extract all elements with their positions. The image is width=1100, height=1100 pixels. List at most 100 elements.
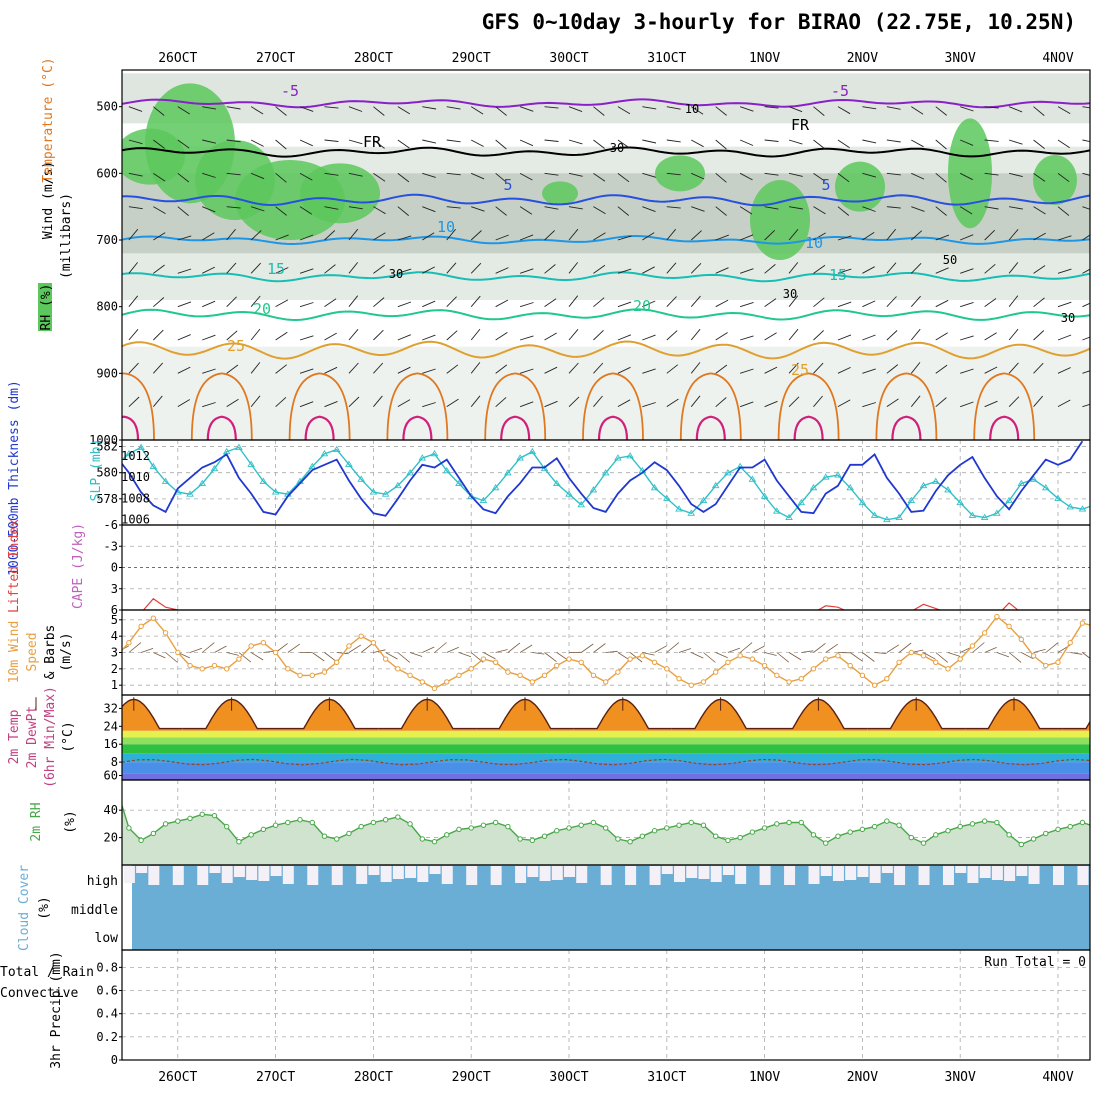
wind-barb-10m bbox=[324, 652, 337, 662]
wind-barb bbox=[544, 230, 556, 241]
wind-barb bbox=[495, 139, 507, 150]
date-label-bottom: 1NOV bbox=[749, 1070, 780, 1085]
wind-barb-10m bbox=[996, 652, 1010, 658]
wind-barb bbox=[984, 139, 999, 142]
wind-barb bbox=[764, 366, 778, 374]
wind-barb bbox=[177, 301, 192, 308]
wind-barb bbox=[519, 234, 534, 241]
wind-barb bbox=[397, 301, 412, 308]
slp-point bbox=[968, 511, 977, 518]
wind-speed-point bbox=[346, 643, 352, 649]
wind-speed-point bbox=[602, 679, 609, 685]
wind-barb bbox=[397, 268, 412, 274]
wind10-axis-label-b: Speed bbox=[25, 632, 40, 671]
slp-point bbox=[552, 479, 561, 487]
date-label-top: 28OCT bbox=[354, 51, 393, 66]
rh2m-point bbox=[138, 837, 144, 844]
tick-label: 2 bbox=[111, 662, 118, 676]
slp-point bbox=[467, 492, 475, 499]
wind-barb bbox=[813, 139, 825, 149]
date-label-bottom: 2NOV bbox=[847, 1070, 878, 1085]
contour-label: 15 bbox=[829, 266, 847, 284]
wind-speed-point bbox=[969, 643, 976, 649]
wind-barb bbox=[935, 106, 947, 116]
wind-barb bbox=[422, 368, 436, 374]
wind-barb bbox=[397, 206, 409, 216]
wind-barb bbox=[397, 172, 410, 183]
wind-barb bbox=[80, 336, 93, 340]
cloud-gap bbox=[649, 866, 661, 885]
wind-barb bbox=[275, 139, 287, 150]
cloud-gap bbox=[392, 866, 404, 879]
wind-barb bbox=[128, 329, 139, 341]
wind-speed-point bbox=[382, 656, 389, 662]
wind-barb bbox=[984, 172, 999, 176]
date-label-bottom: 4NOV bbox=[1042, 1070, 1073, 1085]
wind-speed-point bbox=[456, 672, 462, 679]
wind-barb bbox=[177, 268, 192, 274]
wind-barb-10m bbox=[1095, 653, 1100, 661]
wind-barb-10m bbox=[544, 652, 557, 663]
wind-barb bbox=[642, 172, 656, 178]
precip-label-convective: Convective bbox=[0, 986, 78, 1001]
rh2m-point bbox=[224, 823, 230, 830]
wind-barb-10m bbox=[654, 645, 667, 653]
wind-speed-point bbox=[578, 659, 584, 666]
cloud-gap bbox=[967, 866, 979, 883]
wind-speed-point bbox=[823, 656, 829, 662]
wind-barb bbox=[691, 206, 705, 212]
wind-barb bbox=[764, 172, 779, 176]
wind-barb bbox=[886, 172, 901, 176]
cloud-gap bbox=[1004, 866, 1016, 881]
wind-barb bbox=[226, 172, 241, 176]
rh2m-point bbox=[578, 822, 584, 828]
wind-barb bbox=[80, 235, 93, 240]
wind-barb bbox=[544, 172, 559, 176]
wind-barb bbox=[666, 228, 677, 241]
wind-barb bbox=[519, 106, 534, 112]
wind-barb bbox=[1082, 336, 1090, 341]
cloud-gap bbox=[979, 866, 991, 878]
wind-barb-10m bbox=[128, 642, 142, 653]
wind-speed-point bbox=[150, 615, 157, 621]
wind-barb bbox=[153, 264, 165, 274]
slp-point bbox=[406, 469, 414, 476]
wind-barb-10m bbox=[1070, 652, 1083, 655]
wind-barb-10m bbox=[862, 652, 875, 662]
wind-barb bbox=[666, 206, 681, 209]
rh2m-point bbox=[957, 823, 963, 830]
wind-speed-point bbox=[419, 679, 425, 685]
rh2m-point bbox=[321, 833, 328, 839]
wind-speed-point bbox=[1043, 662, 1049, 669]
wind-barb bbox=[935, 397, 947, 408]
tick-label: 580 bbox=[96, 466, 118, 480]
wind-barb bbox=[740, 335, 754, 341]
wind-barb bbox=[153, 297, 165, 308]
rh2m-point bbox=[505, 823, 511, 830]
wind-barb bbox=[373, 139, 385, 149]
wind-barb bbox=[739, 139, 754, 146]
wind-barb bbox=[910, 295, 921, 307]
wind-barb bbox=[935, 139, 947, 150]
rh2m-point bbox=[492, 819, 499, 826]
wind-speed-point bbox=[468, 666, 474, 672]
wind-barb bbox=[519, 401, 534, 408]
wind-barb bbox=[666, 364, 679, 374]
wind-barb bbox=[324, 106, 339, 109]
wind-barb bbox=[275, 206, 287, 216]
cloud-gap bbox=[820, 866, 832, 876]
temp-hill bbox=[280, 699, 379, 731]
contour-label: 5 bbox=[821, 176, 830, 194]
wind-barb bbox=[56, 140, 67, 149]
wind-speed-point bbox=[370, 639, 377, 646]
cloud-gap bbox=[197, 866, 209, 885]
cloud-gap bbox=[539, 866, 551, 881]
wind-barb bbox=[348, 396, 360, 407]
rh2m-axis-label-unit: (%) bbox=[63, 810, 78, 833]
wind-barb bbox=[471, 172, 485, 180]
wind-barb bbox=[984, 298, 997, 308]
wind-barb bbox=[1057, 235, 1072, 241]
wind-speed-point bbox=[272, 649, 279, 656]
tick-label: 4 bbox=[111, 629, 118, 643]
wind-barb bbox=[80, 173, 92, 180]
